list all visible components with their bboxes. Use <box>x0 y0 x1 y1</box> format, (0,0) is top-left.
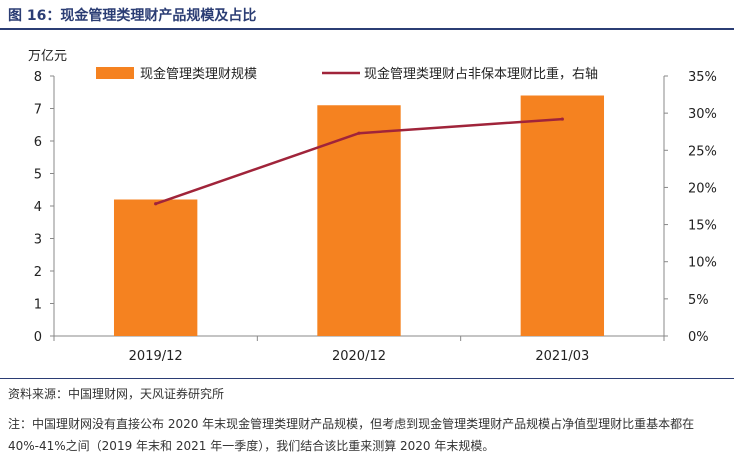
y-left-tick-label: 4 <box>34 200 42 215</box>
y-right-tick-label: 30% <box>688 107 717 122</box>
x-tick-labels: 2019/12 2020/12 2021/03 <box>129 349 590 364</box>
y-left-tick-label: 8 <box>34 70 42 85</box>
y-right-tick-label: 15% <box>688 219 717 234</box>
y-left-tick-label: 6 <box>34 135 42 150</box>
line-point <box>560 117 564 121</box>
y-left-tick-label: 2 <box>34 265 42 280</box>
x-tick-label: 2019/12 <box>129 349 183 364</box>
y-right-tick-labels: 0% 5% 10% 15% 20% 25% 30% 35% <box>688 70 717 345</box>
line-point <box>154 202 158 206</box>
y-right-tick-label: 20% <box>688 181 717 196</box>
x-tick-label: 2020/12 <box>332 349 386 364</box>
y-right-tick-label: 25% <box>688 144 717 159</box>
legend-bar-label: 现金管理类理财规模 <box>140 66 257 82</box>
y-left-tick-label: 1 <box>34 298 42 313</box>
y-right-tick-label: 0% <box>688 330 709 345</box>
legend-line-label: 现金管理类理财占非保本理财比重，右轴 <box>364 66 598 82</box>
note-text: 注：中国理财网没有直接公布 2020 年末现金管理类理财产品规模，但考虑到现金管… <box>8 417 695 453</box>
chart: 万亿元 2019/12 2020/12 2021/03 0 1 2 3 4 5 6 7 8 0% 5%… <box>28 49 717 364</box>
line-series <box>154 117 564 206</box>
source-divider <box>0 378 734 379</box>
x-tick-label: 2021/03 <box>535 349 589 364</box>
bar <box>520 95 605 336</box>
source-text: 资料来源：中国理财网，天风证券研究所 <box>8 387 225 401</box>
y-right-tick-label: 5% <box>688 293 709 308</box>
y-right-tick-label: 10% <box>688 256 717 271</box>
y-left-tick-label: 0 <box>34 330 42 345</box>
y-left-unit-label: 万亿元 <box>28 49 67 64</box>
y-left-tick-label: 7 <box>34 103 42 118</box>
figure-title-bar: 图 16：现金管理类理财产品规模及占比 <box>0 0 734 30</box>
figure-title: 图 16：现金管理类理财产品规模及占比 <box>8 8 257 24</box>
y-left-tick-label: 3 <box>34 233 42 248</box>
line-point <box>357 131 361 135</box>
y-left-tick-label: 5 <box>34 168 42 183</box>
title-underline <box>0 28 734 30</box>
y-right-tick-label: 35% <box>688 70 717 85</box>
bar <box>317 105 401 336</box>
legend: 现金管理类理财规模 现金管理类理财占非保本理财比重，右轴 <box>96 66 598 82</box>
legend-bar-swatch <box>96 67 134 79</box>
bar-series <box>113 95 605 336</box>
y-left-tick-labels: 0 1 2 3 4 5 6 7 8 <box>34 70 42 345</box>
bar <box>113 199 198 336</box>
